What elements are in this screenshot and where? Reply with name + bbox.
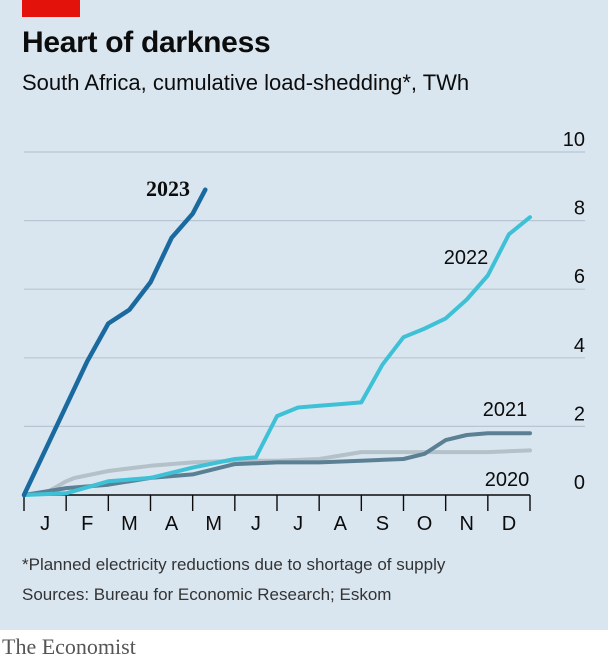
x-tick-label: F — [81, 513, 93, 535]
y-tick-label: 8 — [574, 198, 585, 220]
x-tick-label: S — [376, 513, 389, 535]
y-tick-label: 0 — [574, 472, 585, 494]
x-tick-label: O — [417, 513, 433, 535]
x-tick-label: D — [502, 513, 516, 535]
x-tick-label: J — [293, 513, 303, 535]
chart-subtitle: South Africa, cumulative load-shedding*,… — [22, 70, 470, 95]
chart-title: Heart of darkness — [22, 26, 271, 59]
series-label-2020: 2020 — [485, 469, 530, 491]
series-line-2020 — [22, 448, 532, 497]
y-tick-label: 10 — [563, 129, 585, 151]
sources: Sources: Bureau for Economic Research; E… — [22, 585, 392, 604]
series-label-2023: 2023 — [146, 176, 190, 201]
x-tick-label: N — [460, 513, 474, 535]
brand-red-tag — [22, 0, 80, 17]
series-labels: 2023 2022 2021 2020 — [146, 176, 529, 491]
chart-panel — [0, 0, 608, 630]
x-tick-label: J — [40, 513, 50, 535]
series-label-2021: 2021 — [483, 399, 528, 421]
footnote: *Planned electricity reductions due to s… — [22, 555, 446, 574]
gridlines — [24, 151, 585, 427]
x-tick-label: J — [251, 513, 261, 535]
series-lines — [21, 187, 532, 498]
y-tick-label: 6 — [574, 266, 585, 288]
x-tick-label: A — [165, 513, 179, 535]
y-axis-ticks: 0 2 4 6 8 10 — [563, 129, 585, 494]
x-tick-label: M — [121, 513, 138, 535]
series-label-2022: 2022 — [444, 247, 489, 269]
y-tick-label: 2 — [574, 403, 585, 425]
x-tick-label: A — [334, 513, 348, 535]
y-tick-label: 4 — [574, 335, 585, 357]
series-line-2023 — [21, 187, 208, 498]
line-chart: 0 2 4 6 8 10 J F M A M J J A S O N D 2023 2022 2021 2020 — [21, 129, 585, 535]
series-line-2022 — [22, 215, 532, 497]
brand-logo: The Economist — [2, 634, 136, 659]
x-tick-label: M — [205, 513, 222, 535]
